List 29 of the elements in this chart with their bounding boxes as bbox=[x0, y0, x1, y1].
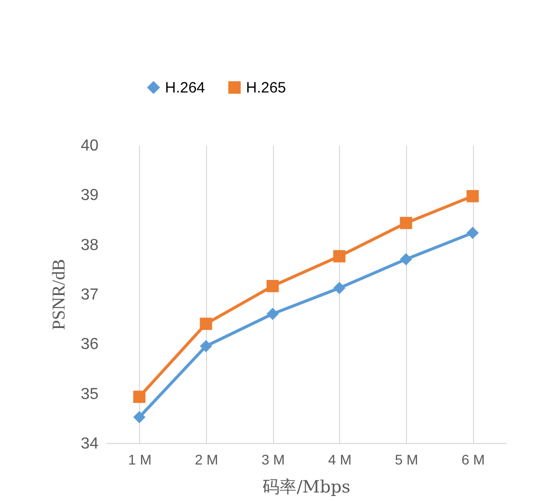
y-tick-label: 34 bbox=[80, 436, 99, 452]
y-tick-label: 35 bbox=[80, 386, 99, 403]
x-tick-label: 1 M bbox=[128, 452, 152, 468]
y-tick-label: 40 bbox=[80, 138, 99, 154]
legend-label: H.264 bbox=[165, 80, 206, 97]
legend-label: H.265 bbox=[246, 80, 286, 97]
point bbox=[400, 216, 412, 230]
point bbox=[333, 282, 346, 294]
x-tick-label: 3 M bbox=[261, 452, 285, 468]
x-tick-label: 2 M bbox=[194, 452, 218, 468]
y-tick-label: 36 bbox=[80, 336, 99, 354]
y-tick-label: 39 bbox=[80, 187, 99, 204]
point bbox=[266, 308, 279, 320]
point bbox=[200, 318, 212, 330]
x-tick-label: 5 M bbox=[394, 452, 418, 468]
point bbox=[200, 340, 212, 352]
x-tick-label: 6 M bbox=[461, 452, 485, 468]
point bbox=[400, 253, 412, 266]
y-axis-title: PSNR/dB bbox=[48, 258, 69, 330]
y-tick-label: 37 bbox=[80, 286, 99, 304]
point bbox=[333, 250, 346, 262]
x-tick-label: 4 M bbox=[328, 452, 352, 468]
point bbox=[466, 226, 479, 240]
point bbox=[266, 280, 279, 292]
point bbox=[466, 190, 479, 202]
point bbox=[133, 411, 146, 424]
y-tick-label: 38 bbox=[80, 236, 99, 254]
point bbox=[133, 390, 146, 403]
x-axis-title: 码率/Mbps bbox=[262, 478, 350, 498]
